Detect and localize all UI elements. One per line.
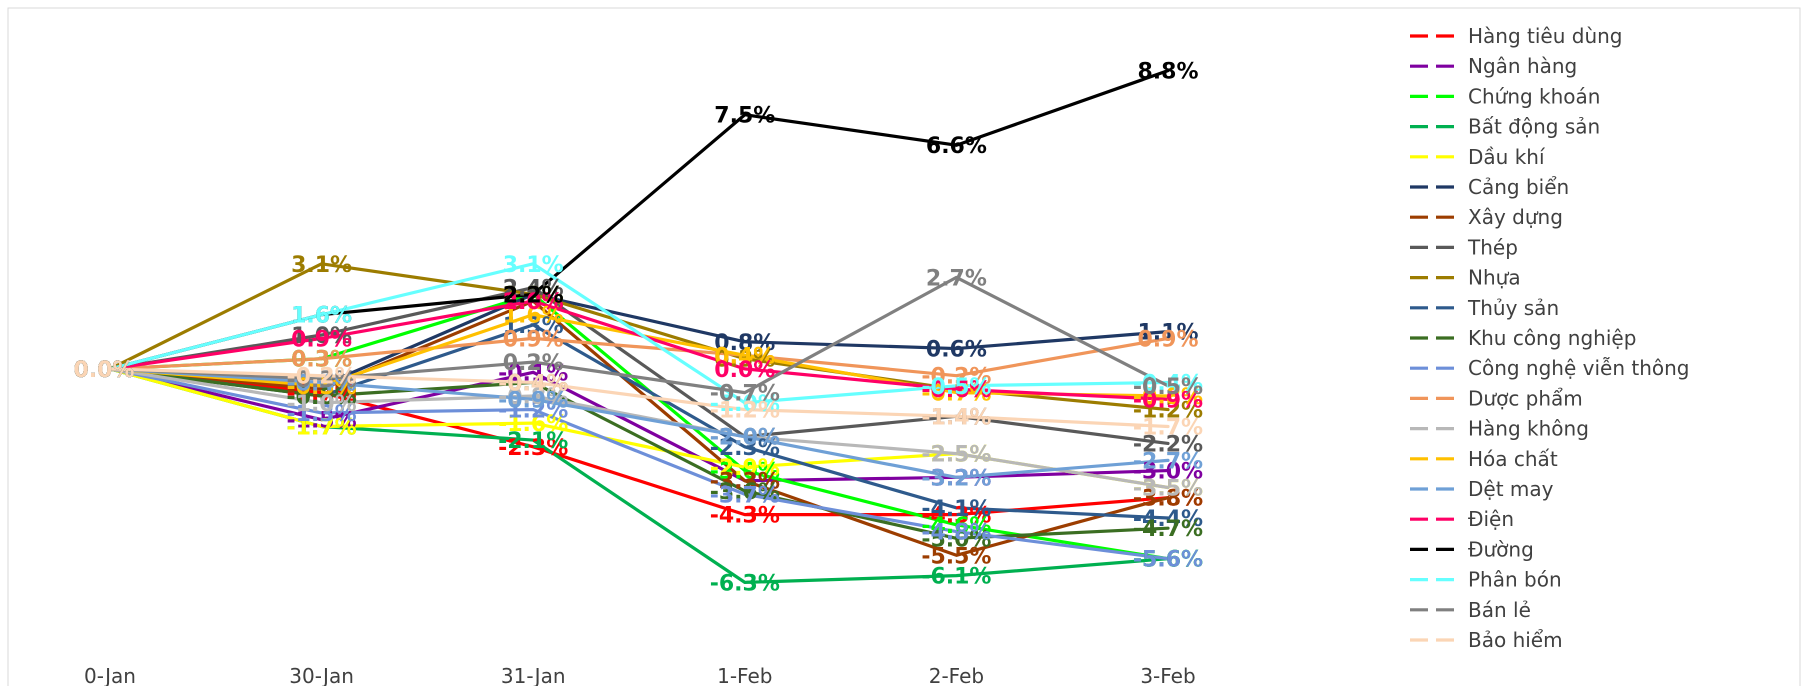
legend-label-4: Dầu khí bbox=[1468, 145, 1546, 169]
data-label-10-5: -4.7% bbox=[1133, 517, 1203, 542]
legend-label-15: Dệt may bbox=[1468, 477, 1554, 501]
data-label-20-1: -0.2% bbox=[287, 365, 357, 390]
data-label-18-4: -0.5% bbox=[921, 375, 991, 400]
data-label-19-5: -0.5% bbox=[1133, 375, 1203, 400]
legend-label-0: Hàng tiêu dùng bbox=[1468, 24, 1623, 48]
legend-label-20: Bảo hiểm bbox=[1468, 628, 1563, 652]
data-label-15-4: -3.2% bbox=[921, 466, 991, 491]
legend-label-9: Thủy sản bbox=[1467, 296, 1559, 320]
x-tick-label-2: 31-Jan bbox=[501, 664, 566, 686]
legend-label-6: Xây dựng bbox=[1468, 205, 1563, 229]
data-label-17-3: 7.5% bbox=[714, 104, 775, 129]
legend-label-2: Chứng khoán bbox=[1468, 84, 1600, 108]
data-label-11-4: -4.8% bbox=[921, 521, 991, 546]
legend-label-5: Cảng biển bbox=[1468, 175, 1569, 199]
data-label-18-1: 1.6% bbox=[291, 304, 352, 329]
legend-label-14: Hóa chất bbox=[1468, 447, 1558, 471]
data-label-12-5: 0.9% bbox=[1137, 327, 1198, 352]
data-label-15-5: -2.7% bbox=[1133, 449, 1203, 474]
legend-label-12: Dược phẩm bbox=[1468, 386, 1583, 410]
data-label-12-2: 0.9% bbox=[503, 327, 564, 352]
data-label-18-2: 3.1% bbox=[503, 253, 564, 278]
data-label-15-3: -2.0% bbox=[710, 426, 780, 451]
legend-label-13: Hàng không bbox=[1468, 417, 1589, 441]
data-label-11-3: -3.7% bbox=[710, 483, 780, 508]
legend-label-7: Thép bbox=[1467, 235, 1518, 259]
data-label-19-4: 2.7% bbox=[926, 266, 987, 291]
data-label-16-1: 0.9% bbox=[291, 327, 352, 352]
legend-label-8: Nhựa bbox=[1468, 266, 1521, 290]
legend-label-3: Bất động sản bbox=[1468, 115, 1600, 139]
data-label-8-1: 3.1% bbox=[291, 253, 352, 278]
x-tick-label-0: 0-Jan bbox=[84, 664, 136, 686]
data-label-20-0: 0.0% bbox=[73, 358, 134, 383]
legend-label-18: Phân bón bbox=[1468, 568, 1562, 592]
data-label-17-5: 8.8% bbox=[1137, 60, 1198, 85]
legend-label-19: Bán lẻ bbox=[1468, 598, 1531, 622]
x-tick-label-5: 3-Feb bbox=[1140, 664, 1195, 686]
legend-label-11: Công nghệ viễn thông bbox=[1468, 356, 1690, 380]
data-label-13-5: -3.5% bbox=[1133, 477, 1203, 502]
data-label-17-2: 2.2% bbox=[503, 283, 564, 308]
data-label-9-4: -4.1% bbox=[921, 497, 991, 522]
x-tick-label-4: 2-Feb bbox=[929, 664, 984, 686]
data-label-20-3: -1.2% bbox=[710, 399, 780, 424]
data-label-20-2: -0.4% bbox=[498, 371, 568, 396]
legend-label-17: Đường bbox=[1468, 537, 1534, 561]
data-label-3-3: -6.3% bbox=[710, 571, 780, 596]
data-label-13-4: -2.5% bbox=[921, 443, 991, 468]
legend-label-1: Ngân hàng bbox=[1468, 54, 1577, 78]
data-label-17-4: 6.6% bbox=[926, 134, 987, 159]
x-tick-label-3: 1-Feb bbox=[717, 664, 772, 686]
data-label-5-4: 0.6% bbox=[926, 338, 987, 363]
legend-label-16: Điện bbox=[1468, 507, 1514, 531]
data-label-11-5: -5.6% bbox=[1133, 548, 1203, 573]
x-tick-label-1: 30-Jan bbox=[289, 664, 354, 686]
data-label-20-5: -1.7% bbox=[1133, 416, 1203, 441]
data-label-16-3: 0.0% bbox=[714, 358, 775, 383]
data-label-20-4: -1.4% bbox=[921, 405, 991, 430]
legend-label-10: Khu công nghiệp bbox=[1468, 326, 1636, 350]
